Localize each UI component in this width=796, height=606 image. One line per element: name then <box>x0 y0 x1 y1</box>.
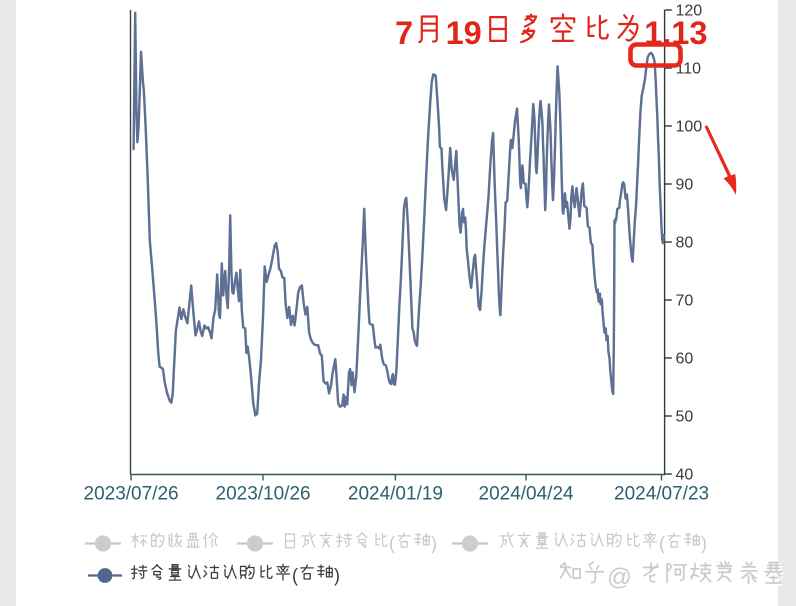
svg-text:(: ( <box>659 534 665 554</box>
svg-text:(: ( <box>292 566 298 586</box>
svg-text:(: ( <box>389 534 395 554</box>
svg-text:70: 70 <box>676 293 694 310</box>
svg-text:50: 50 <box>676 409 694 426</box>
svg-text:): ) <box>431 534 437 554</box>
svg-text:40: 40 <box>676 467 694 484</box>
svg-text:2024/01/19: 2024/01/19 <box>348 484 443 505</box>
svg-text:19: 19 <box>446 15 482 51</box>
svg-text:60: 60 <box>676 351 694 368</box>
svg-text:2023/07/26: 2023/07/26 <box>84 484 179 505</box>
svg-text:): ) <box>334 566 340 586</box>
svg-text:): ) <box>701 534 707 554</box>
svg-text:2023/10/26: 2023/10/26 <box>216 484 311 505</box>
svg-text:2024/07/23: 2024/07/23 <box>614 484 709 505</box>
svg-text:110: 110 <box>676 61 702 78</box>
svg-text:7: 7 <box>395 15 413 51</box>
svg-text:80: 80 <box>676 235 694 252</box>
svg-text:@: @ <box>607 564 632 591</box>
svg-text:@: @ <box>609 566 634 593</box>
svg-text:120: 120 <box>676 3 703 20</box>
svg-text:2024/04/24: 2024/04/24 <box>479 484 575 505</box>
svg-text:100: 100 <box>676 119 703 136</box>
svg-text:90: 90 <box>676 177 694 194</box>
